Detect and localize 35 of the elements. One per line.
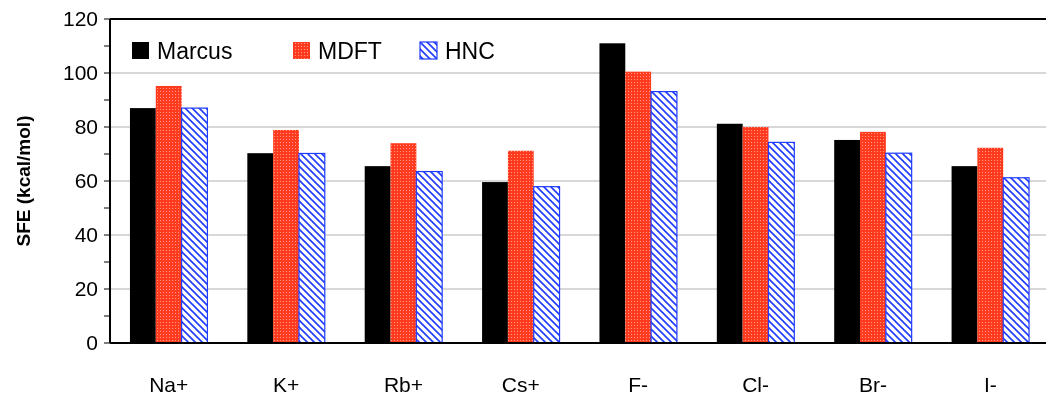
y-tick-label: 0 — [86, 331, 98, 355]
x-tick-label: Na+ — [149, 373, 189, 396]
y-tick-label: 100 — [62, 61, 98, 85]
bar — [625, 71, 652, 343]
bar — [742, 127, 769, 343]
bar — [885, 152, 913, 344]
bar — [1002, 177, 1030, 344]
x-tick-label: Rb+ — [383, 373, 423, 396]
bar — [860, 131, 886, 343]
y-tick-label: 120 — [62, 7, 98, 31]
bar — [767, 141, 795, 344]
bar — [650, 91, 678, 344]
x-tick-label: K+ — [272, 373, 300, 396]
x-tick-label: F- — [628, 373, 649, 396]
x-tick-label: Cs+ — [501, 373, 540, 396]
bar — [533, 186, 561, 344]
x-tick-label: Cl- — [742, 373, 769, 396]
bar — [977, 147, 1004, 343]
legend-label: Marcus — [157, 38, 233, 65]
y-axis-title: SFE (kcal/mol) — [13, 115, 34, 247]
x-tick-label: Br- — [858, 373, 887, 396]
bar — [507, 150, 534, 343]
legend-label: MDFT — [318, 38, 382, 65]
y-tick-label: 80 — [74, 115, 98, 139]
y-tick-label: 40 — [74, 223, 98, 247]
x-tick-label: I- — [983, 373, 997, 396]
y-tick-label: 60 — [74, 169, 98, 193]
y-tick-label: 20 — [74, 277, 98, 301]
bar — [273, 129, 299, 343]
legend-label: HNC — [445, 38, 495, 65]
bar — [390, 143, 417, 343]
bar — [181, 107, 209, 344]
bar — [155, 85, 182, 343]
bar — [415, 170, 443, 344]
bar — [298, 152, 326, 344]
